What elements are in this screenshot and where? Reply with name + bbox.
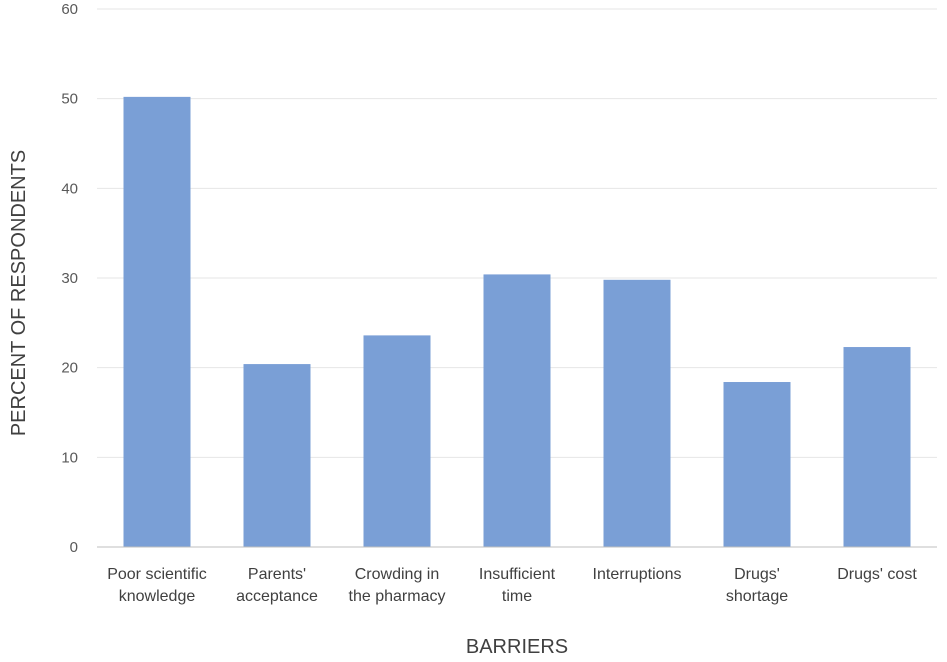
x-category-label: Drugs' shortage	[726, 566, 788, 605]
x-category-label-line: Poor scientific	[107, 566, 207, 583]
x-category-label: Drugs' cost	[837, 566, 917, 583]
x-category-label: Parents' acceptance	[236, 566, 318, 605]
x-axis-title: BARRIERS	[466, 636, 568, 658]
x-category-label-line: Crowding in	[355, 566, 439, 583]
x-category-label-line: Parents'	[248, 566, 306, 583]
bar	[723, 382, 791, 547]
bar	[843, 347, 911, 547]
y-axis-ticks: 0 10 20 30 40 50 60	[61, 1, 78, 556]
y-tick-label: 10	[61, 449, 78, 466]
y-tick-label: 60	[61, 1, 78, 18]
bar	[123, 96, 191, 547]
y-tick-label: 30	[61, 270, 78, 287]
y-tick-label: 50	[61, 91, 78, 108]
bar	[243, 364, 311, 547]
bar	[483, 274, 551, 547]
x-category-label-line: Drugs'	[734, 566, 780, 583]
bar	[603, 279, 671, 547]
bars	[123, 96, 911, 547]
x-category-label: Interruptions	[593, 566, 682, 583]
x-category-label: Crowding in the pharmacy	[349, 566, 446, 605]
bar	[363, 335, 431, 547]
y-tick-label: 0	[70, 539, 78, 556]
x-axis-categories: Poor scientific knowledge Parents' acceptan…	[107, 566, 917, 605]
y-tick-label: 40	[61, 180, 78, 197]
y-axis-title: PERCENT OF RESPONDENTS	[8, 150, 30, 436]
x-category-label-line: acceptance	[236, 588, 318, 605]
x-category-label-line: shortage	[726, 588, 788, 605]
x-category-label: Insufficient time	[479, 566, 556, 605]
y-tick-label: 20	[61, 360, 78, 377]
x-category-label-line: Insufficient	[479, 566, 556, 583]
x-category-label-line: Drugs' cost	[837, 566, 917, 583]
x-category-label: Poor scientific knowledge	[107, 566, 207, 605]
x-category-label-line: time	[502, 588, 532, 605]
x-category-label-line: the pharmacy	[349, 588, 446, 605]
x-category-label-line: knowledge	[119, 588, 196, 605]
x-category-label-line: Interruptions	[593, 566, 682, 583]
